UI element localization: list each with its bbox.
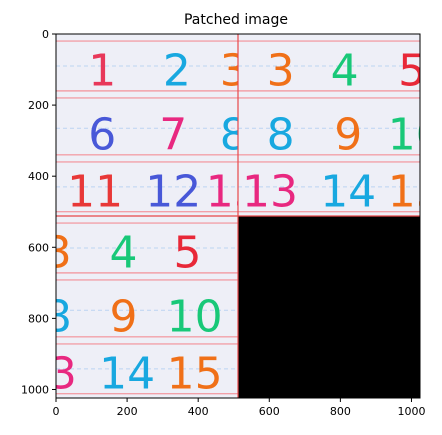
digit-label: 5 [174,228,202,279]
digit-label: 15 [167,348,223,399]
paper [56,34,238,216]
digit-label: 14 [99,348,155,399]
digit-label: 3 [44,228,72,279]
digit-label: 12 [145,166,201,217]
digit-label: 8 [267,110,295,161]
digit-label: 5 [398,46,426,97]
x-axis: 0 200 400 600 800 1000 [53,398,425,418]
digit-label: 9 [110,292,138,343]
digit-label: 1 [88,46,116,97]
x-tick-label: 200 [117,405,138,418]
x-tick-label: 0 [53,405,60,418]
digit-label: 4 [331,46,359,97]
digit-label: 10 [388,110,442,161]
y-tick-label: 200 [28,99,49,112]
digit-label: 7 [159,110,187,161]
digit-label: 13 [206,166,262,217]
digit-label: 2 [163,46,191,97]
axes-frame [55,33,421,399]
x-tick-label: 1000 [397,405,425,418]
digit-label: 11 [67,166,123,217]
y-tick-label: 0 [42,28,49,41]
x-tick-label: 400 [188,405,209,418]
patch-top-right: 3 4 5 8 9 10 13 14 15 [238,34,442,217]
y-tick-label: 600 [28,241,49,254]
digit-label: 3 [220,46,248,97]
figure-title: Patched image [184,12,288,28]
digit-label: 13 [242,166,298,217]
y-tick-label: 800 [28,312,49,325]
digit-label: 4 [110,228,138,279]
digit-label: 15 [388,166,442,217]
digit-label: 6 [88,110,116,161]
paper [56,216,238,398]
patch-top-left: 1 2 36 7 811 12 13 [56,34,262,217]
y-axis: 0 200 400 600 800 1000 [21,28,56,396]
patch-borders [56,34,420,398]
digit-label: 10 [167,292,223,343]
digit-label: 8 [44,292,72,343]
patch-bottom-left: 3 4 5 8 9 10 13 14 15 [21,216,238,399]
digit-label: 13 [21,348,77,399]
paper [238,34,420,216]
digit-label: 3 [267,46,295,97]
x-tick-label: 600 [259,405,280,418]
digit-label: 14 [320,166,376,217]
x-tick-label: 800 [330,405,351,418]
y-tick-label: 400 [28,170,49,183]
digit-label: 8 [220,110,248,161]
y-tick-label: 1000 [21,383,49,396]
digit-label: 9 [334,110,362,161]
